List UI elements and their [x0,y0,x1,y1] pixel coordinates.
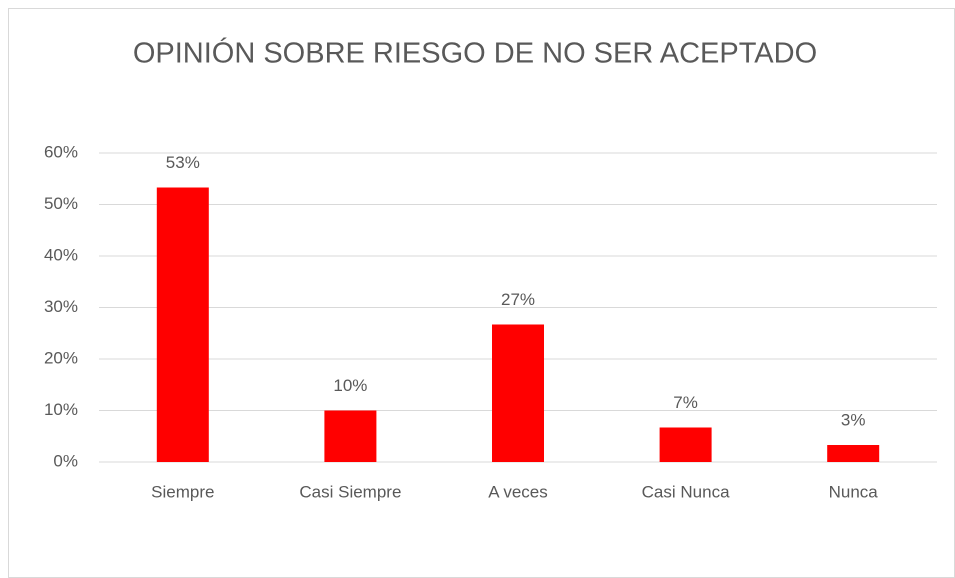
y-tick-label: 60% [44,142,78,161]
y-tick-label: 10% [44,400,78,419]
data-label: 7% [673,393,698,412]
x-tick-label: Siempre [151,482,214,501]
y-tick-label: 30% [44,297,78,316]
data-label: 10% [333,376,367,395]
data-label: 3% [841,410,866,429]
bar [659,427,712,462]
y-tick-label: 20% [44,348,78,367]
x-tick-label: Casi Nunca [642,482,730,501]
x-tick-label: Casi Siempre [299,482,401,501]
chart-title: OPINIÓN SOBRE RIESGO DE NO SER ACEPTADO [133,37,817,70]
x-tick-label: A veces [488,482,548,501]
y-tick-label: 0% [53,451,78,470]
y-tick-label: 50% [44,194,78,213]
x-tick-label: Nunca [829,482,879,501]
y-tick-label: 40% [44,245,78,264]
bar [492,324,544,462]
data-label: 53% [166,153,200,172]
bar [324,410,377,462]
bar [827,445,880,462]
data-label: 27% [501,290,535,309]
bar [156,187,209,462]
